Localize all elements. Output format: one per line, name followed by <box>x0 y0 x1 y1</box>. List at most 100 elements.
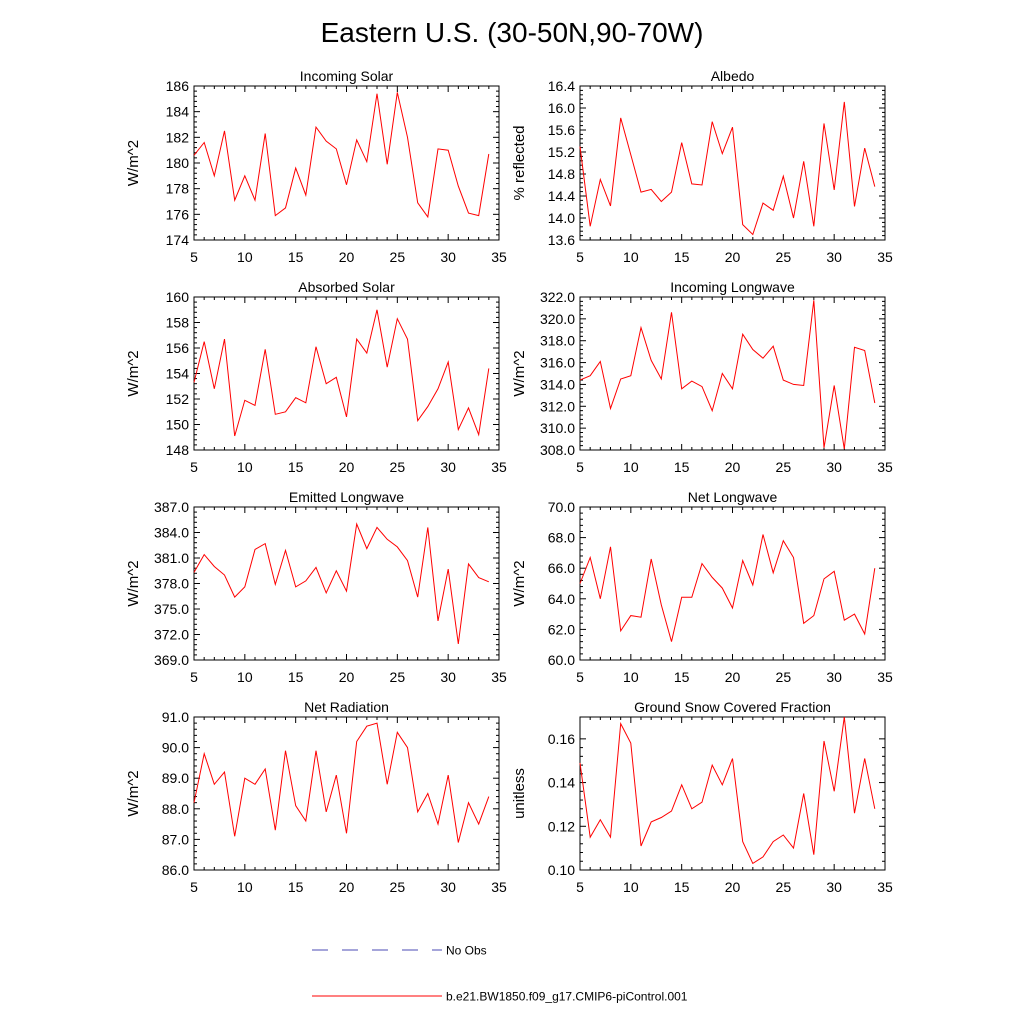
absorbed-solar-x-tick-label: 35 <box>491 459 507 475</box>
legend-obs-label: No Obs <box>446 944 487 958</box>
albedo-ylabel: % reflected <box>511 125 528 200</box>
absorbed-solar-y-tick-label: 154 <box>166 366 190 382</box>
emitted-longwave-y-tick-label: 378.0 <box>154 576 189 592</box>
net-radiation-x-tick-label: 10 <box>237 879 253 895</box>
incoming-longwave-x-tick-label: 10 <box>623 459 639 475</box>
incoming-longwave-y-tick-label: 308.0 <box>540 442 575 458</box>
figure-title: Eastern U.S. (30-50N,90-70W) <box>321 17 704 48</box>
absorbed-solar-y-tick-label: 156 <box>166 340 190 356</box>
ground-snow-covered-fraction-x-tick-label: 15 <box>674 879 690 895</box>
absorbed-solar-x-tick-label: 10 <box>237 459 253 475</box>
ground-snow-covered-fraction-title: Ground Snow Covered Fraction <box>634 699 831 715</box>
net-radiation-x-tick-label: 30 <box>440 879 456 895</box>
ground-snow-covered-fraction-x-tick-label: 10 <box>623 879 639 895</box>
albedo-y-tick-label: 13.6 <box>548 232 575 248</box>
absorbed-solar-x-tick-label: 5 <box>190 459 198 475</box>
emitted-longwave-ylabel: W/m^2 <box>125 560 142 606</box>
albedo-y-tick-label: 15.2 <box>548 144 575 160</box>
net-radiation-y-tick-label: 86.0 <box>162 862 189 878</box>
net-longwave-y-tick-label: 64.0 <box>548 591 575 607</box>
emitted-longwave-y-tick-label: 387.0 <box>154 499 189 515</box>
albedo-y-tick-label: 16.0 <box>548 100 575 116</box>
absorbed-solar-ylabel: W/m^2 <box>125 350 142 396</box>
legend-model-label: b.e21.BW1850.f09_g17.CMIP6-piControl.001 <box>446 990 688 1004</box>
albedo-x-tick-label: 25 <box>776 249 792 265</box>
net-longwave-series-line <box>579 534 876 642</box>
incoming-longwave-x-tick-label: 25 <box>776 459 792 475</box>
panel-albedo: Albedo % reflected 5 10 15 20 25 30 35 13.6 14.0 14… <box>511 68 893 265</box>
albedo-series-line <box>579 101 876 236</box>
incoming-solar-y-tick-label: 182 <box>166 129 190 145</box>
incoming-solar-x-tick-label: 25 <box>390 249 406 265</box>
incoming-longwave-y-tick-label: 314.0 <box>540 376 575 392</box>
ground-snow-covered-fraction-plot-frame <box>579 716 886 871</box>
incoming-longwave-x-tick-label: 30 <box>826 459 842 475</box>
net-radiation-x-tick-label: 15 <box>288 879 304 895</box>
incoming-solar-y-tick-label: 184 <box>166 104 190 120</box>
absorbed-solar-y-tick-label: 150 <box>166 417 190 433</box>
albedo-y-tick-label: 15.6 <box>548 122 575 138</box>
absorbed-solar-y-tick-label: 160 <box>166 289 190 305</box>
albedo-x-tick-label: 5 <box>576 249 584 265</box>
absorbed-solar-x-tick-label: 30 <box>440 459 456 475</box>
net-radiation-plot-frame <box>193 716 500 871</box>
net-radiation-x-tick-label: 20 <box>339 879 355 895</box>
albedo-x-tick-label: 35 <box>877 249 893 265</box>
ground-snow-covered-fraction-ylabel: unitless <box>511 768 528 819</box>
panel-incoming-longwave: Incoming Longwave W/m^2 5 10 15 20 25 30 35 308.0… <box>511 279 893 475</box>
net-radiation-y-tick-label: 91.0 <box>162 709 189 725</box>
emitted-longwave-series-line <box>193 522 489 644</box>
absorbed-solar-plot-frame <box>193 296 500 451</box>
albedo-y-tick-label: 14.4 <box>548 188 575 204</box>
net-longwave-x-tick-label: 15 <box>674 669 690 685</box>
net-radiation-y-tick-label: 90.0 <box>162 740 189 756</box>
panel-net-longwave: Net Longwave W/m^2 5 10 15 20 25 30 35 60.0 62.0 64… <box>511 489 893 685</box>
incoming-solar-x-tick-label: 5 <box>190 249 198 265</box>
ground-snow-covered-fraction-series-line <box>579 716 876 865</box>
net-radiation-y-tick-label: 88.0 <box>162 801 189 817</box>
ground-snow-covered-fraction-x-tick-label: 5 <box>576 879 584 895</box>
incoming-solar-x-tick-label: 20 <box>339 249 355 265</box>
incoming-solar-x-tick-label: 15 <box>288 249 304 265</box>
net-longwave-title: Net Longwave <box>688 489 778 505</box>
net-radiation-y-tick-label: 87.0 <box>162 831 189 847</box>
emitted-longwave-plot-frame <box>193 506 500 661</box>
incoming-solar-x-tick-label: 30 <box>440 249 456 265</box>
net-radiation-series-line <box>193 722 490 843</box>
incoming-longwave-y-tick-label: 322.0 <box>540 289 575 305</box>
panel-incoming-solar: Incoming Solar W/m^2 5 10 15 20 25 30 35 174 176 17… <box>125 68 507 265</box>
incoming-solar-y-tick-label: 186 <box>166 78 190 94</box>
incoming-longwave-y-tick-label: 310.0 <box>540 420 575 436</box>
net-longwave-x-tick-label: 35 <box>877 669 893 685</box>
emitted-longwave-y-tick-label: 384.0 <box>154 525 189 541</box>
emitted-longwave-y-tick-label: 375.0 <box>154 601 189 617</box>
incoming-longwave-y-tick-label: 316.0 <box>540 355 575 371</box>
emitted-longwave-x-tick-label: 10 <box>237 669 253 685</box>
net-radiation-ylabel: W/m^2 <box>125 770 142 816</box>
net-longwave-x-tick-label: 30 <box>826 669 842 685</box>
ground-snow-covered-fraction-y-tick-label: 0.12 <box>548 818 575 834</box>
net-longwave-x-tick-label: 20 <box>725 669 741 685</box>
net-radiation-title: Net Radiation <box>304 699 389 715</box>
albedo-plot-frame <box>579 85 886 241</box>
net-longwave-y-tick-label: 68.0 <box>548 530 575 546</box>
incoming-solar-y-tick-label: 178 <box>166 181 190 197</box>
absorbed-solar-series-line <box>193 309 490 437</box>
incoming-longwave-x-tick-label: 35 <box>877 459 893 475</box>
panel-ground-snow-covered-fraction: Ground Snow Covered Fraction unitless 5 10 1… <box>511 699 893 895</box>
ground-snow-covered-fraction-x-tick-label: 35 <box>877 879 893 895</box>
incoming-longwave-y-tick-label: 312.0 <box>540 398 575 414</box>
absorbed-solar-x-tick-label: 25 <box>390 459 406 475</box>
albedo-y-tick-label: 14.8 <box>548 166 575 182</box>
incoming-longwave-title: Incoming Longwave <box>670 279 795 295</box>
absorbed-solar-y-tick-label: 158 <box>166 315 190 331</box>
incoming-longwave-x-tick-label: 20 <box>725 459 741 475</box>
emitted-longwave-x-tick-label: 30 <box>440 669 456 685</box>
incoming-longwave-y-tick-label: 318.0 <box>540 333 575 349</box>
net-longwave-plot-frame <box>579 506 886 661</box>
net-longwave-y-tick-label: 66.0 <box>548 560 575 576</box>
emitted-longwave-y-tick-label: 381.0 <box>154 550 189 566</box>
emitted-longwave-x-tick-label: 5 <box>190 669 198 685</box>
incoming-solar-title: Incoming Solar <box>300 68 394 84</box>
